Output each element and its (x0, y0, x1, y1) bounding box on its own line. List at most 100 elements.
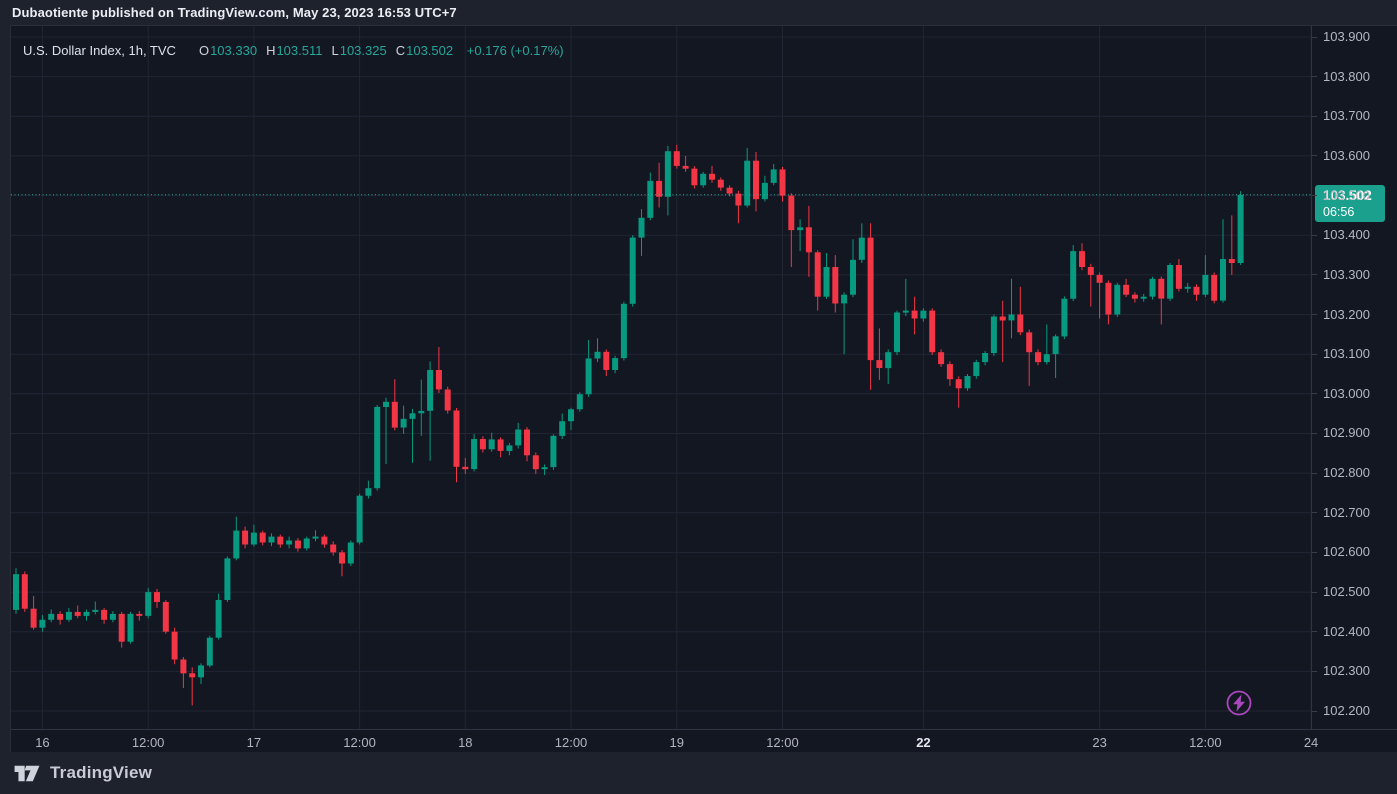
tradingview-logo[interactable]: TradingView (13, 763, 152, 783)
candle-body (435, 370, 442, 390)
candle-body (154, 592, 160, 602)
candle-body (700, 173, 707, 186)
candle-body (391, 401, 398, 428)
price-axis-label: 103.800 (1323, 68, 1370, 84)
candle-body (409, 413, 416, 419)
candle-body (929, 310, 936, 353)
ohlc-open-label: O (198, 43, 210, 58)
price-axis-label: 102.600 (1323, 544, 1370, 560)
candle-body (488, 439, 495, 450)
candle-body (753, 160, 759, 200)
candle-body (797, 227, 804, 231)
candle-body (524, 429, 530, 456)
candle-body (13, 574, 19, 610)
candle-body (982, 353, 989, 363)
price-tick (1312, 76, 1317, 78)
candle-body (902, 310, 909, 313)
candle-body (259, 532, 266, 543)
candle-body (1087, 267, 1094, 275)
candle-body (109, 613, 116, 620)
candle-body (894, 312, 900, 353)
price-tick (1312, 551, 1317, 553)
candle-body (277, 536, 284, 545)
candle-body (312, 536, 319, 539)
candle-body (911, 310, 918, 319)
candle-body (233, 530, 240, 559)
price-tick (1312, 631, 1317, 633)
candle-body (1096, 274, 1103, 283)
candle-body (1114, 284, 1121, 315)
candle-body (356, 495, 363, 543)
candle-body (1193, 286, 1200, 295)
lightning-icon[interactable] (1225, 689, 1253, 717)
price-tick (1312, 353, 1317, 355)
candle-body (1079, 251, 1085, 267)
price-axis-label: 103.900 (1323, 29, 1370, 44)
candle-body (1035, 352, 1041, 363)
price-axis-label: 103.600 (1323, 147, 1370, 163)
ohlc-values: O103.330 H103.511 L103.325 C103.502 (190, 43, 453, 58)
candle-body (1052, 336, 1059, 355)
chart-pane[interactable]: U.S. Dollar Index, 1h, TVC O103.330 H103.5… (11, 26, 1311, 729)
price-tick (1312, 432, 1317, 434)
price-axis-label: 102.500 (1323, 584, 1370, 600)
candle-body (330, 544, 337, 553)
candle-body (1175, 265, 1182, 289)
candle-body (162, 602, 169, 632)
candle-body (1228, 259, 1235, 263)
time-axis-label: 12:00 (766, 735, 799, 750)
ohlc-close-label: C (395, 43, 406, 58)
time-axis-label: 12:00 (1189, 735, 1222, 750)
candle-body (286, 540, 293, 545)
candle-body (550, 435, 557, 468)
candle-body (779, 169, 786, 196)
candle-body (1061, 298, 1068, 337)
candle-body (717, 179, 724, 188)
candle-body (594, 351, 601, 359)
candle-body (867, 237, 874, 361)
candle-body (1105, 282, 1112, 315)
candle-body (858, 237, 865, 260)
candle-body (1220, 259, 1226, 301)
candle-body (620, 303, 627, 359)
candle-body (74, 611, 81, 616)
candle-body (656, 180, 663, 197)
candle-body (603, 351, 610, 370)
candle-body (506, 445, 513, 451)
candlestick-chart[interactable] (11, 26, 1311, 729)
price-scale[interactable]: 103.502 06:56 103.900 103.800 103.700 103.6… (1311, 26, 1397, 729)
candle-body (145, 592, 152, 616)
price-axis-label: 103.300 (1323, 266, 1370, 282)
candle-body (964, 376, 971, 389)
candle-body (805, 227, 812, 253)
footer: TradingView (0, 752, 1397, 794)
candle-body (180, 659, 187, 674)
candle-body (303, 538, 310, 549)
time-axis-label: 19 (669, 735, 684, 750)
candle-body (1026, 332, 1033, 353)
price-axis-label: 102.200 (1323, 703, 1370, 718)
ohlc-low-label: L (331, 43, 339, 58)
price-tick (1312, 472, 1317, 474)
price-tick (1312, 36, 1317, 38)
candle-body (1123, 284, 1130, 295)
price-axis-label: 103.700 (1323, 108, 1370, 124)
candle-body (885, 352, 892, 369)
candle-body (57, 613, 64, 620)
price-tick (1312, 393, 1317, 395)
price-axis-label: 103.200 (1323, 306, 1370, 322)
candle-body (462, 466, 469, 470)
candle-body (1167, 265, 1174, 299)
candle-body (585, 358, 592, 395)
attribution-text: Dubaotiente published on TradingView.com… (12, 5, 457, 20)
candle-body (83, 611, 90, 616)
time-scale[interactable]: 16 12:00 17 12:00 18 12:00 19 12:00 22 23 12:00 24 (11, 729, 1397, 753)
candle-body (101, 609, 108, 620)
grid (11, 26, 1311, 729)
candle-body (224, 558, 231, 600)
candle-body (999, 316, 1006, 321)
bar-countdown: 06:56 (1323, 204, 1355, 219)
candle-body (1008, 314, 1015, 321)
candle-body (850, 259, 856, 295)
ohlc-low-value: 103.325 (339, 43, 387, 58)
